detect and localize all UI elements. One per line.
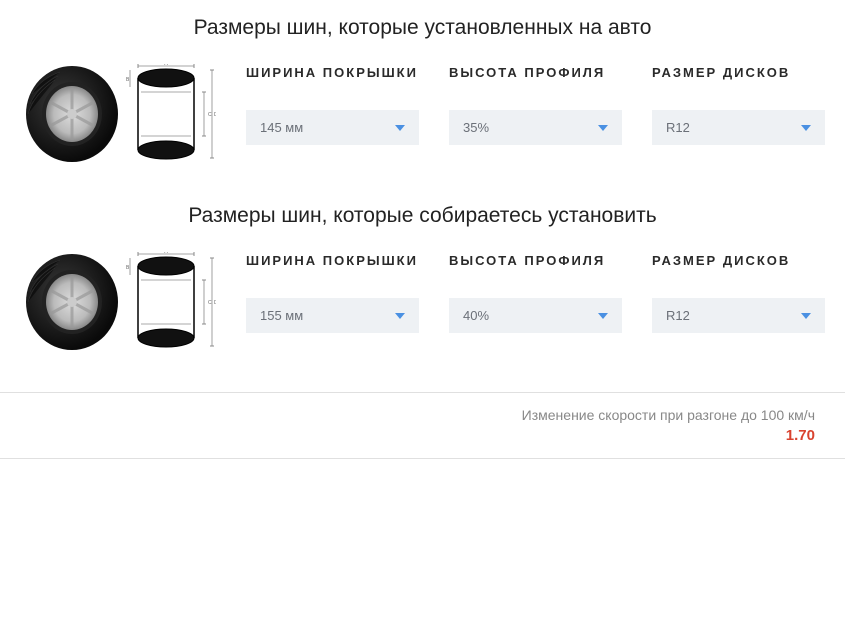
target-tires-title: Размеры шин, которые собираетесь установ… bbox=[0, 204, 845, 228]
rim-label: РАЗМЕР ДИСКОВ bbox=[652, 252, 825, 270]
width-label: ШИРИНА ПОКРЫШКИ bbox=[246, 64, 419, 82]
tire-dimensions-diagram: A B C D bbox=[126, 252, 216, 352]
result-bar: Изменение скорости при разгоне до 100 км… bbox=[0, 392, 845, 459]
chevron-down-icon bbox=[801, 125, 811, 131]
chevron-down-icon bbox=[395, 313, 405, 319]
svg-text:D: D bbox=[214, 300, 216, 306]
result-value: 1.70 bbox=[30, 427, 815, 444]
current-tires-section: A B C D ШИРИНА ПОКРЫШКИ 145 мм bbox=[0, 64, 845, 164]
target-rim-dropdown[interactable]: R12 bbox=[652, 298, 825, 333]
width-label: ШИРИНА ПОКРЫШКИ bbox=[246, 252, 419, 270]
target-tires-section: A B C D ШИРИНА ПОКРЫШКИ 155 мм bbox=[0, 252, 845, 352]
rim-label: РАЗМЕР ДИСКОВ bbox=[652, 64, 825, 82]
current-width-dropdown[interactable]: 145 мм bbox=[246, 110, 419, 145]
current-rim-dropdown[interactable]: R12 bbox=[652, 110, 825, 145]
dropdown-value: 145 мм bbox=[260, 120, 303, 135]
svg-text:C: C bbox=[208, 112, 212, 118]
svg-text:B: B bbox=[126, 265, 130, 271]
chevron-down-icon bbox=[801, 313, 811, 319]
dropdown-value: 35% bbox=[463, 120, 489, 135]
tire-dimensions-diagram: A B C D bbox=[126, 64, 216, 164]
svg-text:A: A bbox=[164, 64, 168, 67]
profile-label: ВЫСОТА ПРОФИЛЯ bbox=[449, 64, 622, 82]
chevron-down-icon bbox=[598, 313, 608, 319]
dropdown-value: R12 bbox=[666, 308, 690, 323]
target-width-dropdown[interactable]: 155 мм bbox=[246, 298, 419, 333]
tire-visual: A B C D bbox=[20, 64, 216, 164]
tire-visual: A B C D bbox=[20, 252, 216, 352]
dropdown-value: R12 bbox=[666, 120, 690, 135]
chevron-down-icon bbox=[598, 125, 608, 131]
dropdown-value: 40% bbox=[463, 308, 489, 323]
svg-text:D: D bbox=[214, 112, 216, 118]
tire-3d-image bbox=[20, 64, 120, 164]
dropdown-value: 155 мм bbox=[260, 308, 303, 323]
target-profile-dropdown[interactable]: 40% bbox=[449, 298, 622, 333]
svg-text:A: A bbox=[164, 252, 168, 255]
profile-label: ВЫСОТА ПРОФИЛЯ bbox=[449, 252, 622, 270]
svg-text:C: C bbox=[208, 300, 212, 306]
svg-text:B: B bbox=[126, 77, 130, 83]
result-label: Изменение скорости при разгоне до 100 км… bbox=[30, 407, 815, 423]
tire-3d-image bbox=[20, 252, 120, 352]
current-profile-dropdown[interactable]: 35% bbox=[449, 110, 622, 145]
current-tires-title: Размеры шин, которые установленных на ав… bbox=[0, 16, 845, 40]
chevron-down-icon bbox=[395, 125, 405, 131]
